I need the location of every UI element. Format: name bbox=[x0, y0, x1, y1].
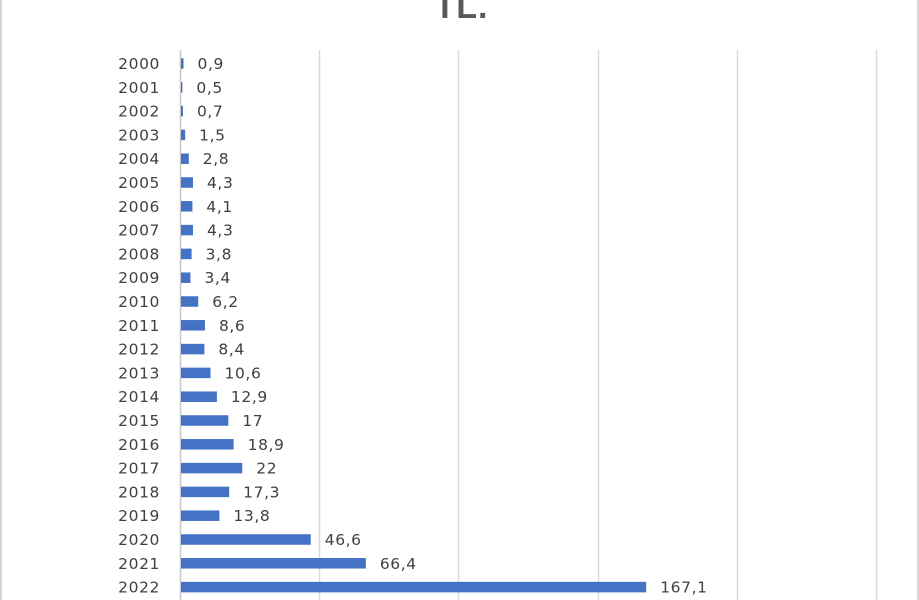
category-label: 2004 bbox=[118, 150, 160, 168]
bar bbox=[181, 153, 189, 164]
bar bbox=[181, 129, 186, 141]
bar bbox=[181, 296, 199, 307]
value-label: 4,3 bbox=[207, 222, 233, 240]
category-label: 2017 bbox=[118, 460, 160, 478]
category-label: 2014 bbox=[118, 388, 160, 406]
bar bbox=[181, 486, 230, 498]
category-label: 2007 bbox=[118, 222, 160, 240]
value-label: 66,4 bbox=[380, 555, 417, 573]
category-label: 2003 bbox=[118, 126, 160, 144]
value-label: 3,8 bbox=[206, 245, 232, 263]
bar bbox=[181, 558, 366, 569]
category-label: 2018 bbox=[118, 483, 160, 501]
bar bbox=[181, 58, 184, 69]
value-label: 2,8 bbox=[203, 150, 229, 168]
value-label: 0,5 bbox=[196, 79, 222, 97]
category-label: 2000 bbox=[118, 55, 160, 73]
chart-title: TL. bbox=[434, 0, 489, 26]
value-label: 6,2 bbox=[212, 293, 238, 311]
value-label: 1,5 bbox=[199, 126, 225, 144]
category-label: 2001 bbox=[118, 79, 160, 97]
category-label: 2012 bbox=[118, 341, 160, 359]
bar bbox=[181, 391, 217, 402]
bar bbox=[181, 177, 193, 188]
category-label: 2013 bbox=[118, 364, 160, 382]
value-label: 4,1 bbox=[206, 198, 232, 216]
value-label: 0,7 bbox=[197, 103, 223, 121]
bar bbox=[181, 201, 193, 212]
bar bbox=[181, 415, 229, 426]
bar bbox=[181, 272, 191, 283]
category-label: 2008 bbox=[118, 245, 160, 263]
value-label: 17,3 bbox=[243, 483, 280, 501]
category-label: 2021 bbox=[118, 555, 160, 573]
gridlines bbox=[179, 50, 878, 600]
bar bbox=[181, 82, 183, 93]
bar bbox=[181, 320, 205, 331]
bar bbox=[181, 510, 220, 521]
value-label: 22 bbox=[256, 460, 277, 478]
category-label: 2015 bbox=[118, 412, 160, 430]
value-label: 8,6 bbox=[219, 317, 245, 335]
category-label: 2019 bbox=[118, 507, 160, 525]
category-label: 2016 bbox=[118, 436, 160, 454]
bar bbox=[181, 439, 234, 450]
value-label: 10,6 bbox=[225, 364, 262, 382]
category-label: 2006 bbox=[118, 198, 160, 216]
value-label: 17 bbox=[242, 412, 263, 430]
value-label: 4,3 bbox=[207, 174, 233, 192]
category-label: 2002 bbox=[118, 103, 160, 121]
bar bbox=[181, 462, 243, 474]
bar bbox=[181, 367, 211, 379]
value-label: 0,9 bbox=[198, 55, 224, 73]
category-label: 2009 bbox=[118, 269, 160, 287]
bar bbox=[181, 581, 647, 593]
value-label: 3,4 bbox=[204, 269, 230, 287]
bar bbox=[181, 224, 193, 236]
category-labels: 2000 2001 2002 2003 2004 2005 2006 2007 2008 2009… bbox=[118, 55, 160, 597]
value-labels: 0,9 0,5 0,7 1,5 2,8 4,3 4,1 4,3 3,8 3,4 6,2 8,6 8,4 1… bbox=[196, 55, 707, 597]
bars bbox=[181, 58, 647, 593]
bar bbox=[181, 105, 183, 117]
value-label: 167,1 bbox=[660, 579, 707, 597]
bar bbox=[181, 534, 311, 545]
bar bbox=[181, 343, 205, 355]
value-label: 8,4 bbox=[218, 341, 244, 359]
category-label: 2022 bbox=[118, 579, 160, 597]
category-label: 2005 bbox=[118, 174, 160, 192]
value-label: 46,6 bbox=[325, 531, 362, 549]
category-label: 2020 bbox=[118, 531, 160, 549]
value-label: 12,9 bbox=[231, 388, 268, 406]
category-label: 2011 bbox=[118, 317, 160, 335]
category-label: 2010 bbox=[118, 293, 160, 311]
value-label: 18,9 bbox=[248, 436, 285, 454]
bar bbox=[181, 248, 192, 260]
value-label: 13,8 bbox=[233, 507, 270, 525]
